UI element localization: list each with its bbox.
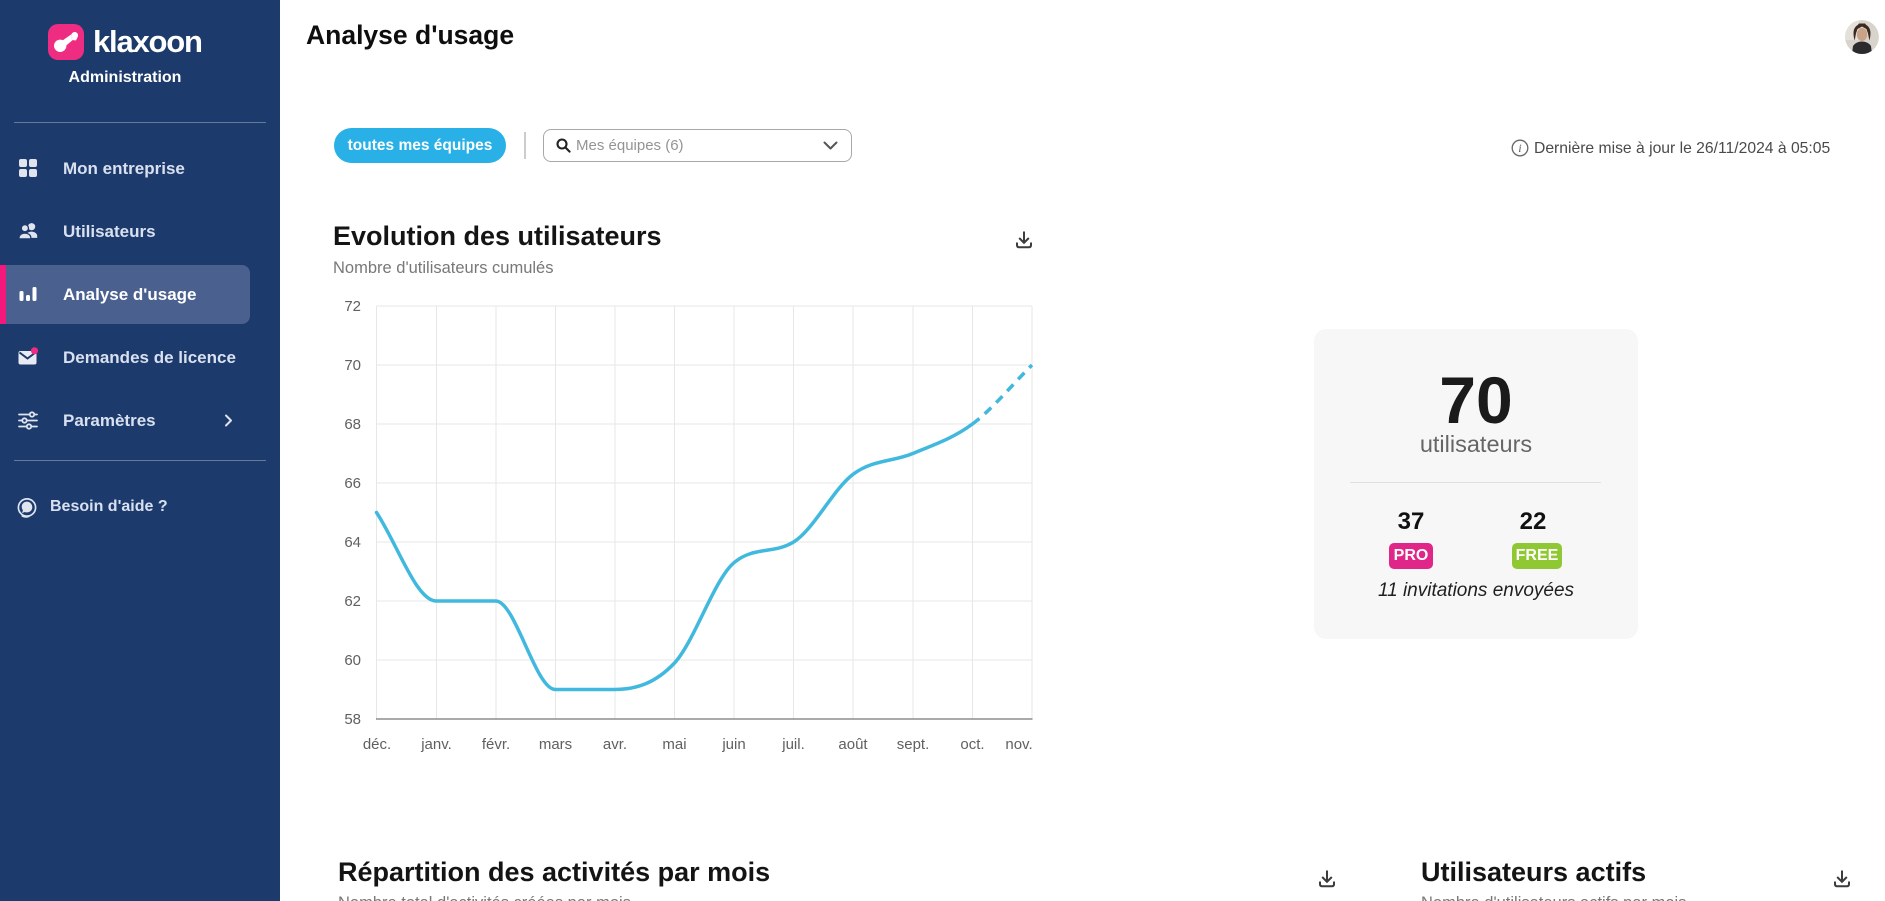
svg-text:i: i (1518, 143, 1521, 155)
svg-text:juil.: juil. (781, 736, 805, 753)
svg-text:58: 58 (344, 711, 361, 728)
svg-text:66: 66 (344, 475, 361, 492)
svg-text:60: 60 (344, 652, 361, 669)
svg-text:62: 62 (344, 593, 361, 610)
svg-text:mars: mars (539, 736, 572, 753)
svg-text:août: août (838, 736, 868, 753)
svg-text:72: 72 (344, 298, 361, 315)
svg-text:juin: juin (721, 736, 745, 753)
svg-text:nov.: nov. (1005, 736, 1032, 753)
svg-text:70: 70 (344, 357, 361, 374)
svg-text:déc.: déc. (363, 736, 391, 753)
svg-text:oct.: oct. (960, 736, 984, 753)
svg-text:mai: mai (662, 736, 686, 753)
svg-text:64: 64 (344, 534, 361, 551)
svg-text:janv.: janv. (420, 736, 452, 753)
svg-text:sept.: sept. (897, 736, 930, 753)
svg-text:avr.: avr. (603, 736, 627, 753)
svg-text:févr.: févr. (482, 736, 510, 753)
svg-text:68: 68 (344, 416, 361, 433)
